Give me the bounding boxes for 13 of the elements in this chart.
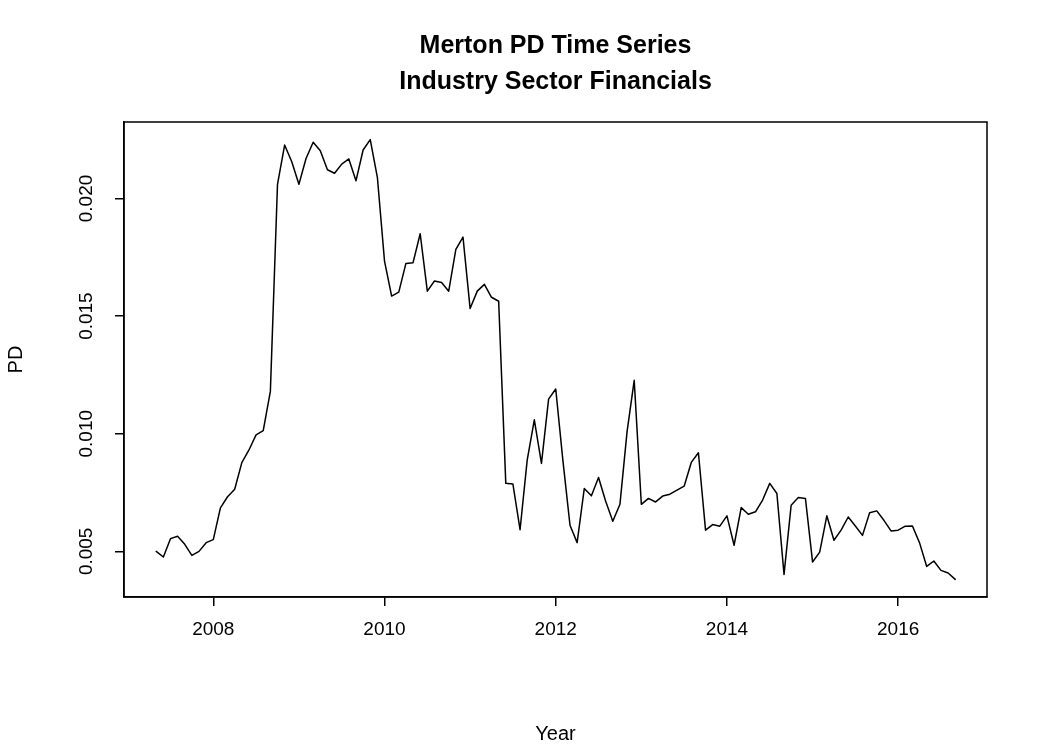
y-tick-label: 0.020: [75, 174, 97, 223]
y-axis-title: PD: [3, 345, 26, 374]
chart-subtitle: Industry Sector Financials: [399, 65, 712, 94]
y-tick-label: 0.015: [75, 292, 97, 340]
x-tick-label: 2014: [705, 617, 749, 639]
x-tick-label: 2016: [877, 617, 920, 639]
y-tick-label: 0.010: [75, 409, 97, 458]
x-tick-label: 2010: [363, 617, 406, 639]
y-tick-label: 0.005: [75, 527, 97, 576]
x-tick-label: 2012: [534, 617, 577, 639]
x-tick-label: 2008: [192, 617, 235, 639]
x-axis-title: Year: [535, 721, 577, 744]
chart-title: Merton PD Time Series: [419, 29, 692, 58]
